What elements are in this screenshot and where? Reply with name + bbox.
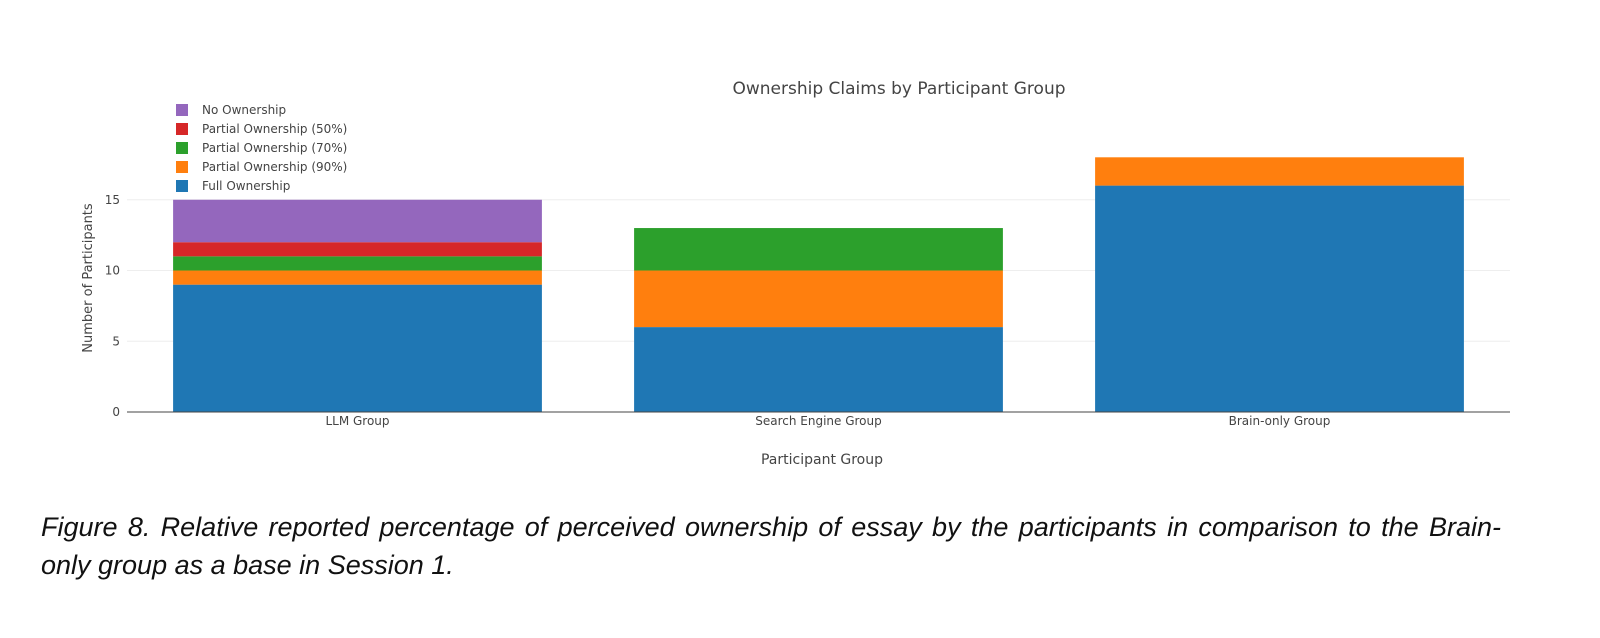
x-axis-title: Participant Group (761, 452, 883, 468)
figure-caption: Figure 8. Relative reported percentage o… (41, 512, 1501, 580)
legend-label: Partial Ownership (50%) (202, 122, 347, 136)
legend[interactable]: No Ownership Partial Ownership (50%) Parti… (176, 103, 347, 193)
bar-segment[interactable] (173, 270, 542, 285)
x-tick-label: LLM Group (325, 414, 389, 428)
x-tick-label: Search Engine Group (755, 414, 882, 428)
bar-segment[interactable] (634, 228, 1003, 271)
y-tick-label: 15 (105, 193, 120, 207)
ownership-chart: 0 5 10 15 LLM Group Search Engine Group Brain… (81, 79, 1510, 468)
legend-swatch (176, 142, 188, 154)
x-axis-ticks: LLM Group Search Engine Group Brain-only G… (325, 414, 1330, 428)
legend-swatch (176, 180, 188, 192)
bar-segment[interactable] (1095, 185, 1464, 412)
bar-segment[interactable] (173, 256, 542, 271)
legend-item[interactable]: No Ownership (176, 103, 286, 117)
legend-swatch (176, 161, 188, 173)
legend-item[interactable]: Partial Ownership (70%) (176, 141, 347, 155)
legend-label: Full Ownership (202, 179, 290, 193)
bar-segment[interactable] (1095, 157, 1464, 186)
bar-segment[interactable] (634, 270, 1003, 328)
bar-segment[interactable] (173, 242, 542, 257)
bar-segment[interactable] (173, 199, 542, 243)
legend-swatch (176, 104, 188, 116)
bar-segment[interactable] (173, 284, 542, 412)
y-axis-title: Number of Participants (81, 203, 96, 353)
y-axis-ticks: 0 5 10 15 (105, 193, 120, 419)
legend-item[interactable]: Full Ownership (176, 179, 290, 193)
y-tick-label: 10 (105, 264, 120, 278)
legend-label: Partial Ownership (90%) (202, 160, 347, 174)
y-tick-label: 0 (112, 405, 120, 419)
chart-title: Ownership Claims by Participant Group (732, 79, 1065, 99)
legend-swatch (176, 123, 188, 135)
bars (173, 157, 1464, 412)
legend-label: Partial Ownership (70%) (202, 141, 347, 155)
x-tick-label: Brain-only Group (1229, 414, 1331, 428)
legend-item[interactable]: Partial Ownership (50%) (176, 122, 347, 136)
y-tick-label: 5 (112, 334, 120, 348)
legend-item[interactable]: Partial Ownership (90%) (176, 160, 347, 174)
bar-segment[interactable] (634, 327, 1003, 412)
legend-label: No Ownership (202, 103, 286, 117)
